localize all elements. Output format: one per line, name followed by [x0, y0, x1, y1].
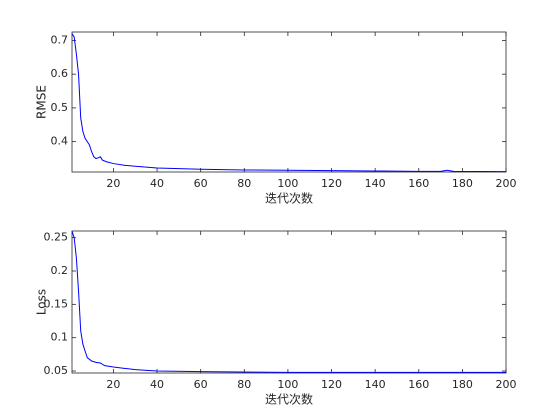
x-tick-label: 160 [408, 378, 429, 391]
axes-box [71, 31, 507, 173]
y-tick-label: 0.15 [44, 297, 69, 310]
x-tick-label: 20 [106, 378, 120, 391]
y-tick-label: 0.2 [51, 264, 69, 277]
y-tick-label: 0.7 [51, 33, 69, 46]
x-tick-label: 40 [150, 378, 164, 391]
x-tick-label: 140 [365, 378, 386, 391]
x-tick-label: 80 [237, 378, 251, 391]
x-tick-label: 140 [365, 177, 386, 190]
x-tick-label: 40 [150, 177, 164, 190]
x-tick-label: 160 [408, 177, 429, 190]
y-axis-label: RMSE [35, 85, 49, 119]
x-tick-label: 20 [106, 177, 120, 190]
y-tick-label: 0.5 [51, 101, 69, 114]
data-line [71, 230, 506, 373]
x-tick-label: 180 [452, 378, 473, 391]
x-tick-label: 180 [452, 177, 473, 190]
x-tick-label: 100 [277, 378, 298, 391]
y-tick-label: 0.1 [51, 331, 69, 344]
x-tick-label: 60 [194, 378, 208, 391]
axes-box [71, 230, 507, 374]
y-axis-label: Loss [35, 289, 49, 315]
y-tick-label: 0.4 [51, 135, 69, 148]
x-axis-label: 迭代次数 [265, 191, 313, 206]
x-tick-label: 60 [194, 177, 208, 190]
y-tick-label: 0.25 [44, 231, 69, 244]
y-tick-label: 0.6 [51, 67, 69, 80]
y-tick-label: 0.05 [44, 364, 69, 377]
x-axis-label: 迭代次数 [265, 392, 313, 407]
x-tick-label: 200 [496, 177, 517, 190]
x-tick-label: 120 [321, 177, 342, 190]
data-line [71, 33, 507, 173]
x-tick-label: 100 [277, 177, 298, 190]
x-tick-label: 200 [496, 378, 517, 391]
x-tick-label: 80 [237, 177, 251, 190]
x-tick-label: 120 [321, 378, 342, 391]
